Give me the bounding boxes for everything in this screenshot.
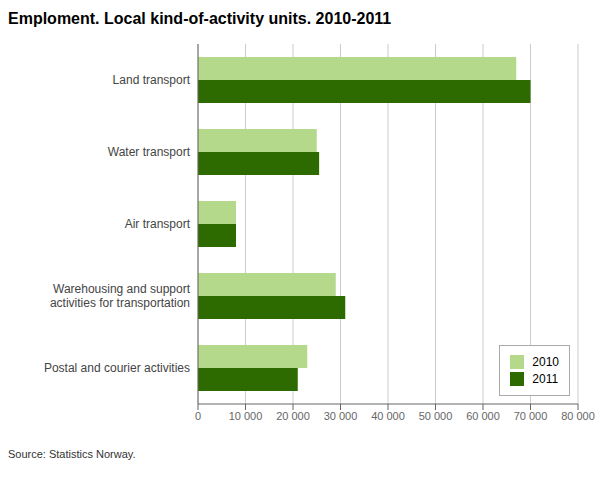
svg-text:30 000: 30 000: [324, 410, 358, 422]
html-text:2011: 2011: [532, 372, 559, 386]
svg-text:Water transport: Water transport: [108, 145, 191, 159]
svg-text:40 000: 40 000: [371, 410, 405, 422]
svg-text:60 000: 60 000: [466, 410, 500, 422]
svg-text:50 000: 50 000: [419, 410, 453, 422]
html-text:Source: Statistics Norway.: Source: Statistics Norway.: [8, 448, 136, 460]
svg-text:70 000: 70 000: [514, 410, 548, 422]
html-text:2010: 2010: [532, 355, 559, 369]
html-text:Emploment. Local kind-of-activ: Emploment. Local kind-of-activity units.…: [8, 10, 392, 27]
svg-text:20 000: 20 000: [276, 410, 310, 422]
svg-text:10 000: 10 000: [229, 410, 263, 422]
svg-text:Air transport: Air transport: [125, 217, 191, 231]
svg-text:80 000: 80 000: [561, 410, 595, 422]
svg-text:Warehousing and supportactivit: Warehousing and supportactivities for tr…: [50, 282, 191, 310]
svg-text:Postal and courier activities: Postal and courier activities: [44, 361, 190, 375]
svg-text:Land transport: Land transport: [113, 73, 191, 87]
svg-text:0: 0: [195, 410, 201, 422]
